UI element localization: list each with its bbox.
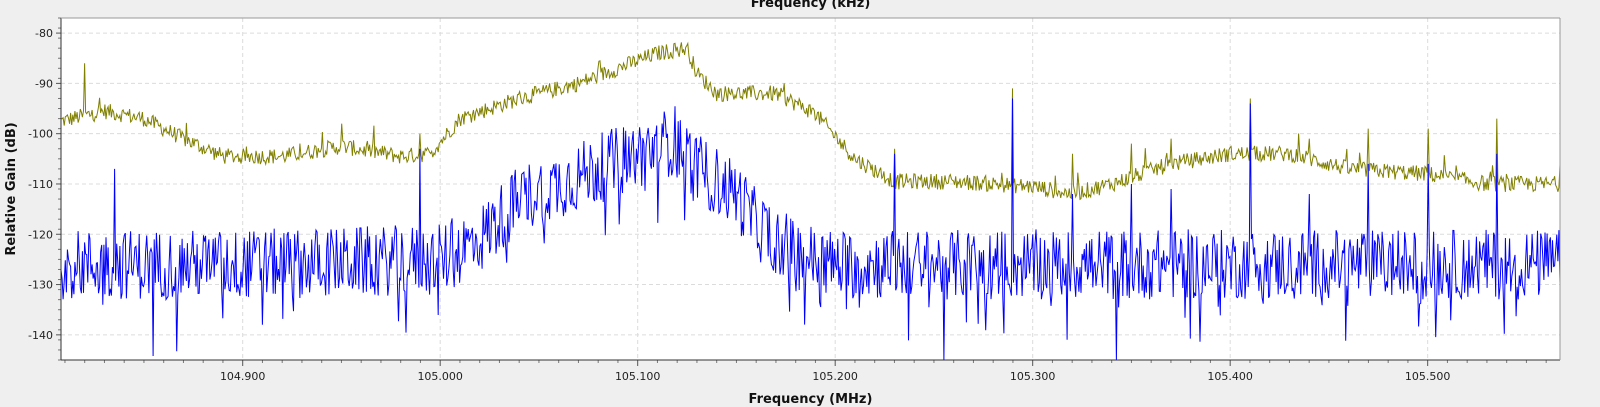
x-tick-label: 105.300 <box>1010 370 1056 383</box>
y-tick-label: -90 <box>35 77 53 90</box>
x-tick-label: 105.000 <box>417 370 463 383</box>
series-layer <box>61 41 1560 360</box>
axes: -80 -90 -100 -110 -120 -130 -140 104.900 105.000… <box>28 17 1561 383</box>
series-line-1 <box>61 98 1560 360</box>
x-tick-label: 105.500 <box>1405 370 1451 383</box>
y-tick-label: -140 <box>28 329 53 342</box>
x-axis-title: Frequency (MHz) <box>749 392 873 407</box>
x-tick-label: 105.100 <box>615 370 661 383</box>
y-axis-title: Relative Gain (dB) <box>4 122 19 255</box>
top-axis-title: Frequency (kHz) <box>751 0 871 11</box>
series-line-0 <box>61 41 1560 201</box>
y-tick-label: -130 <box>28 279 53 292</box>
x-tick-label: 104.900 <box>220 370 266 383</box>
y-tick-label: -80 <box>35 27 53 40</box>
x-tick-label: 105.400 <box>1207 370 1253 383</box>
y-tick-label: -100 <box>28 128 53 141</box>
plot-area <box>61 18 1560 360</box>
x-tick-label: 105.200 <box>812 370 858 383</box>
y-tick-label: -110 <box>28 178 53 191</box>
y-tick-label: -120 <box>28 228 53 241</box>
